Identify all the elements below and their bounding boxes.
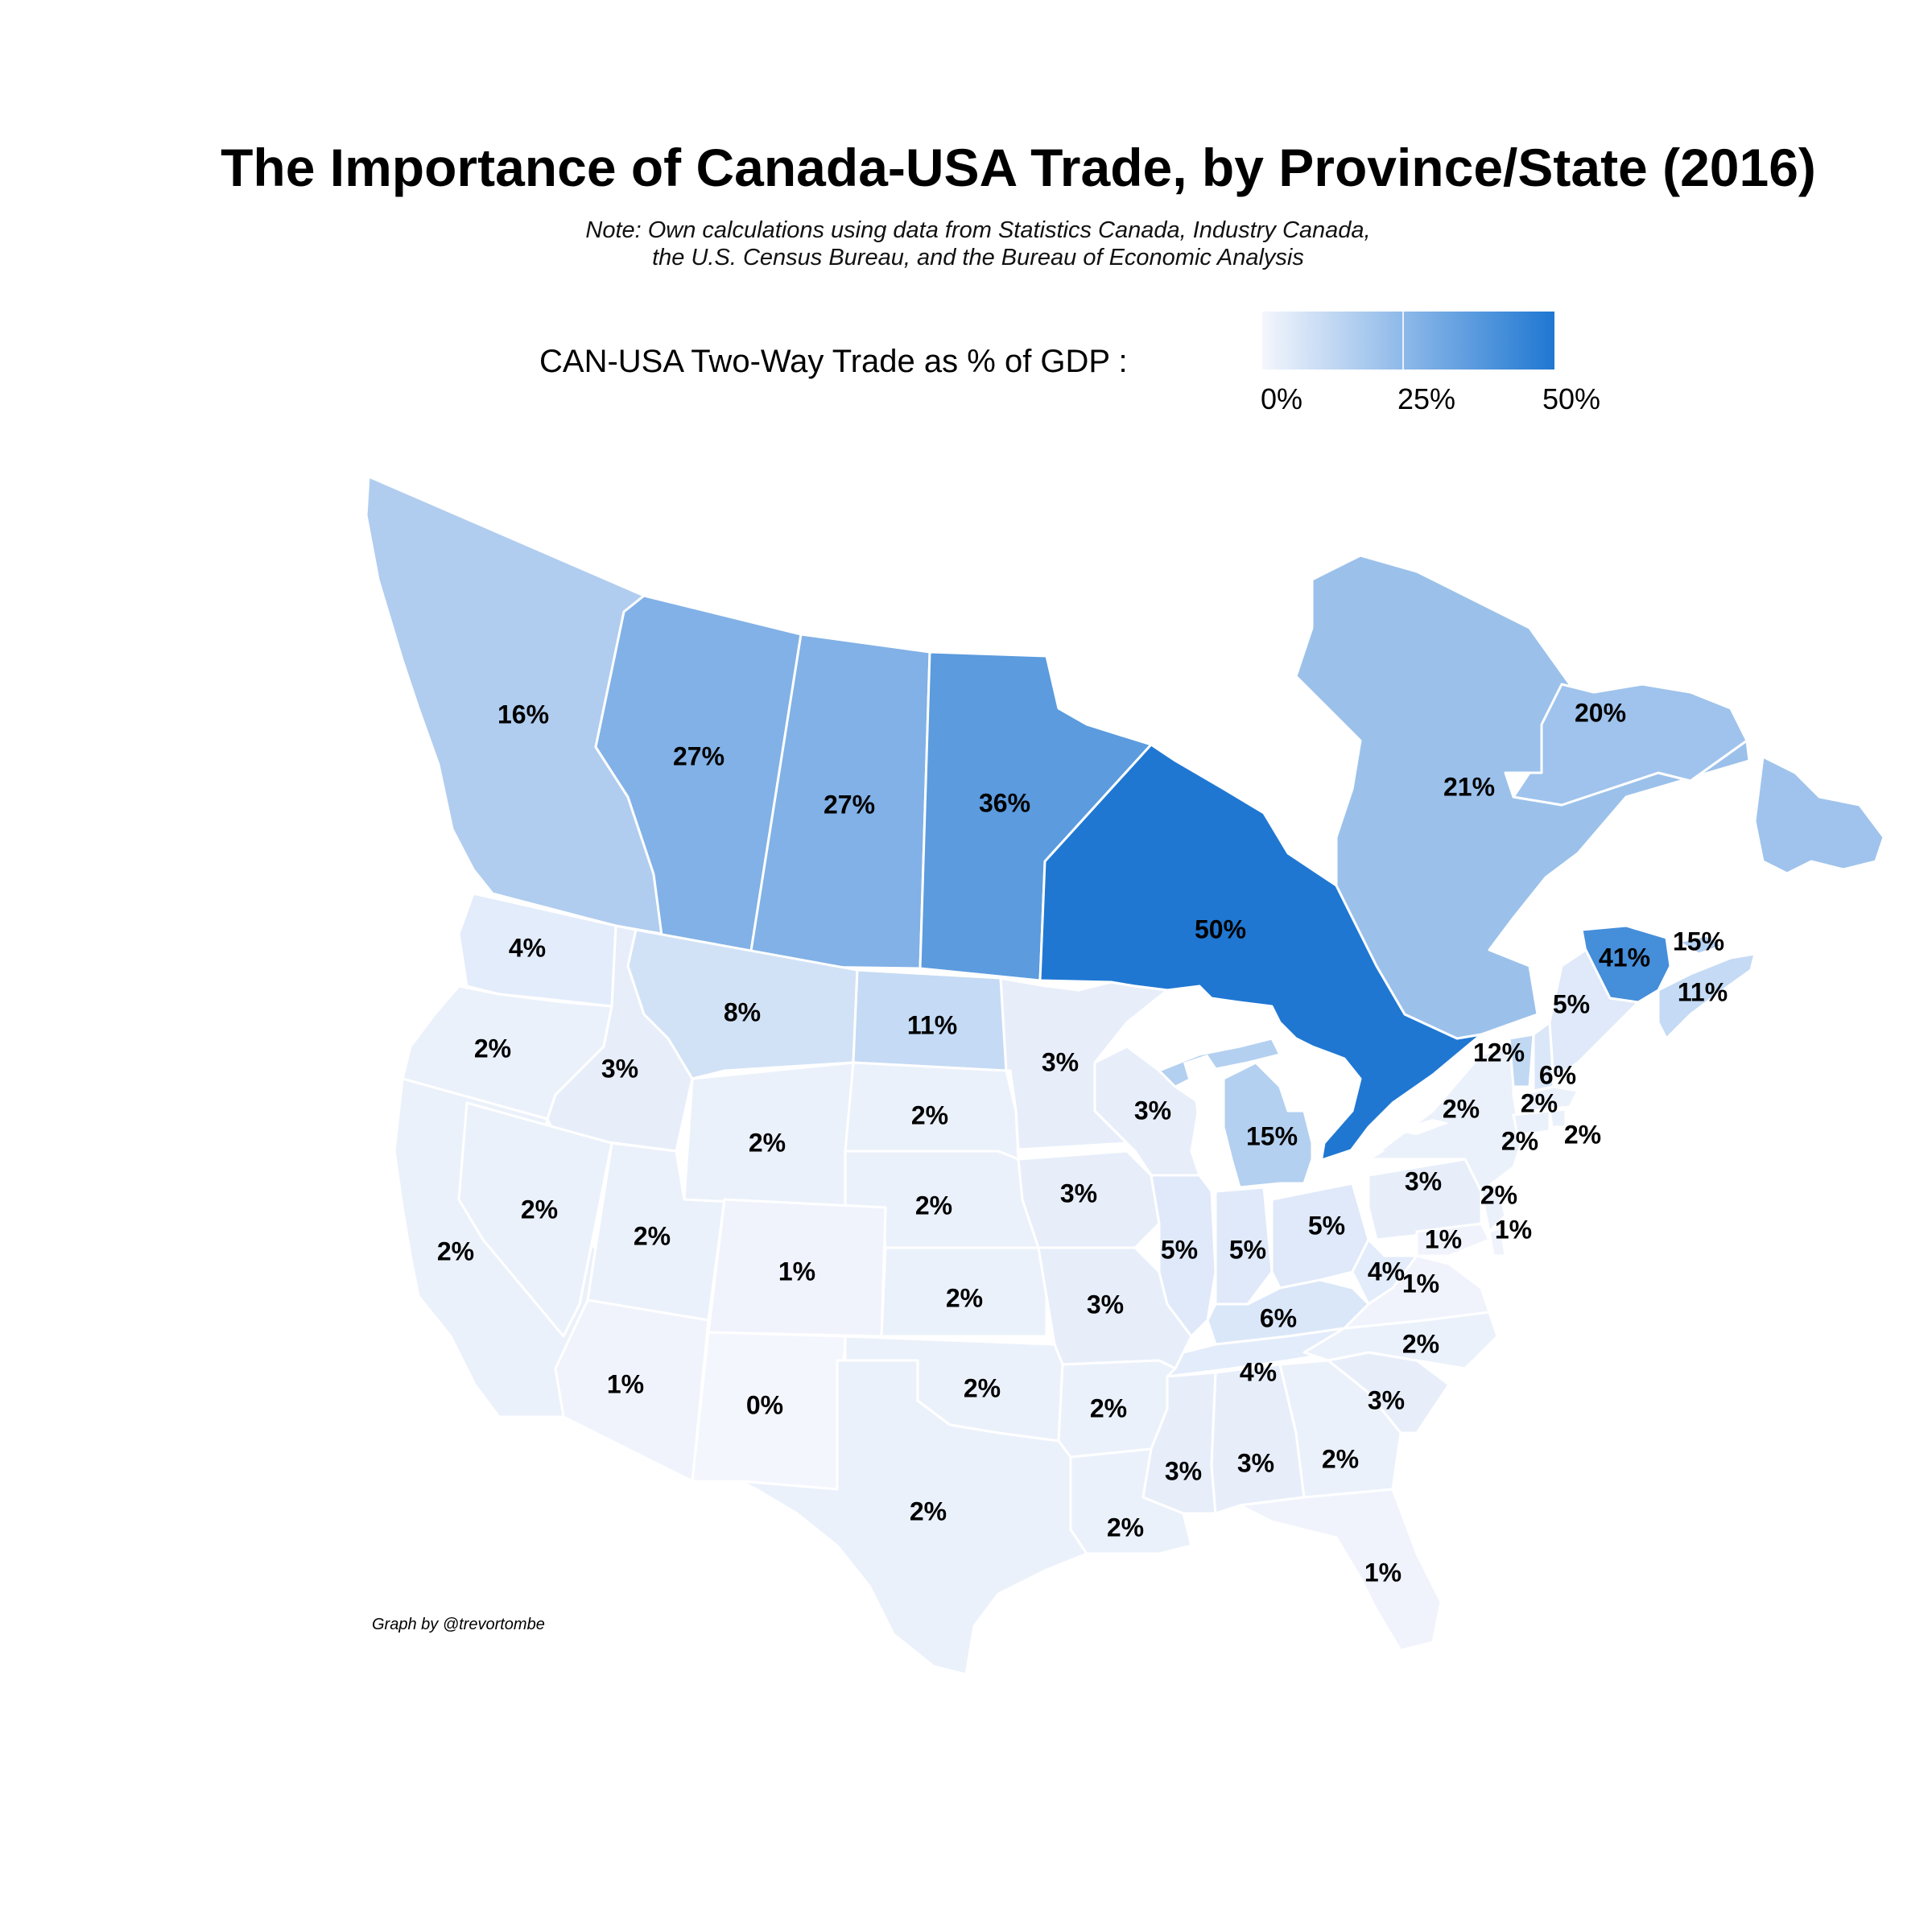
chart-note-line-2: the U.S. Census Bureau, and the Bureau o… — [652, 245, 1304, 270]
region-label-me: 5% — [1553, 989, 1590, 1018]
region-label-ny: 2% — [1443, 1094, 1480, 1123]
region-ri — [1548, 1108, 1567, 1129]
region-label-fl: 1% — [1364, 1558, 1402, 1587]
region-ks — [880, 1246, 1048, 1338]
region-pe — [1677, 934, 1724, 956]
lake-2 — [1288, 1046, 1336, 1127]
region-label-co: 1% — [778, 1257, 815, 1286]
region-label-pa: 3% — [1405, 1166, 1442, 1195]
region-label-mt: 8% — [724, 997, 761, 1026]
region-label-or: 2% — [474, 1034, 511, 1063]
region-label-ky: 6% — [1260, 1303, 1297, 1332]
chart-note-line-1: Note: Own calculations using data from S… — [585, 217, 1371, 243]
region-label-nm: 0% — [746, 1390, 783, 1419]
region-label-ok: 2% — [964, 1373, 1001, 1402]
region-label-ma: 2% — [1521, 1088, 1558, 1117]
region-label-nj: 2% — [1480, 1180, 1517, 1209]
region-label-de: 1% — [1495, 1215, 1532, 1244]
region-label-wy: 2% — [749, 1128, 786, 1157]
region-label-ne: 2% — [915, 1191, 952, 1220]
region-label-on: 50% — [1195, 914, 1246, 943]
region-label-sc: 3% — [1368, 1385, 1405, 1414]
region-label-tx: 2% — [910, 1496, 947, 1525]
region-il — [1150, 1174, 1217, 1338]
region-ct — [1512, 1109, 1551, 1137]
legend-tick-0: 0% — [1260, 382, 1303, 415]
region-label-il: 5% — [1161, 1235, 1198, 1264]
region-label-ab: 27% — [673, 741, 724, 770]
region-label-ri: 2% — [1564, 1120, 1601, 1149]
region-label-mi: 15% — [1246, 1121, 1298, 1150]
region-label-nl: 20% — [1575, 698, 1626, 727]
region-label-wa: 4% — [509, 933, 546, 962]
legend-tick-25: 25% — [1397, 382, 1456, 415]
region-nj — [1480, 1182, 1507, 1233]
region-label-sd: 2% — [911, 1100, 948, 1129]
region-label-md: 1% — [1425, 1224, 1462, 1253]
region-label-in: 5% — [1229, 1235, 1266, 1264]
region-ia — [1017, 1150, 1161, 1249]
region-label-ut: 2% — [634, 1221, 671, 1250]
region-mn — [999, 976, 1169, 1151]
region-label-al: 3% — [1237, 1448, 1274, 1477]
region-label-mo: 3% — [1087, 1290, 1124, 1319]
region-label-ks: 2% — [946, 1283, 983, 1312]
legend-tick-mark — [1402, 312, 1404, 369]
region-label-la: 2% — [1107, 1513, 1144, 1542]
lake-3 — [1320, 1143, 1385, 1175]
region-wi — [1093, 1045, 1201, 1177]
lake-0 — [1151, 998, 1240, 1022]
region-label-qc: 21% — [1443, 772, 1495, 801]
legend-color-bar — [1262, 312, 1554, 369]
region-label-ct: 2% — [1501, 1126, 1538, 1155]
legend-title: CAN-USA Two-Way Trade as % of GDP : — [539, 344, 1128, 379]
region-label-ga: 2% — [1322, 1444, 1359, 1473]
region-label-nd: 11% — [907, 1010, 957, 1039]
region-label-ms: 3% — [1165, 1456, 1202, 1485]
region-vt — [1508, 1033, 1535, 1088]
region-label-va: 1% — [1402, 1269, 1439, 1298]
region-label-sk: 27% — [824, 790, 875, 819]
region-label-nh: 6% — [1539, 1060, 1576, 1089]
region-label-bc: 16% — [497, 700, 549, 729]
region-label-mb: 36% — [979, 788, 1030, 817]
lake-4 — [1393, 1119, 1449, 1135]
region-nl — [1512, 683, 1885, 875]
graph-credit: Graph by @trevortombe — [372, 1616, 545, 1633]
region-label-ar: 2% — [1090, 1393, 1127, 1422]
region-label-mn: 3% — [1042, 1047, 1079, 1076]
region-label-az: 1% — [607, 1369, 644, 1398]
region-label-oh: 5% — [1308, 1211, 1345, 1240]
region-va — [1343, 1254, 1491, 1330]
legend-tick-50: 50% — [1542, 382, 1601, 415]
region-label-nb: 41% — [1599, 943, 1650, 972]
region-label-vt: 12% — [1473, 1038, 1525, 1067]
region-label-id: 3% — [601, 1054, 638, 1083]
region-label-wv: 4% — [1368, 1257, 1405, 1286]
region-label-pe: 15% — [1673, 927, 1724, 956]
region-tx — [739, 1359, 1088, 1676]
region-label-tn: 4% — [1240, 1357, 1277, 1386]
region-label-ns: 11% — [1678, 977, 1728, 1006]
region-ma — [1520, 1085, 1579, 1113]
region-nv — [457, 1101, 613, 1338]
chart-title: The Importance of Canada-USA Trade, by P… — [221, 138, 1816, 197]
region-label-ca: 2% — [437, 1236, 474, 1265]
lake-1 — [1183, 1055, 1224, 1167]
region-fl — [1238, 1488, 1443, 1652]
region-label-wi: 3% — [1134, 1096, 1171, 1125]
region-ns — [1657, 952, 1757, 1040]
region-label-nc: 2% — [1402, 1329, 1439, 1358]
region-label-ia: 3% — [1060, 1179, 1097, 1208]
region-de — [1488, 1226, 1507, 1257]
region-md — [1415, 1222, 1491, 1257]
region-label-nv: 2% — [521, 1195, 558, 1224]
region-me — [1548, 948, 1640, 1080]
